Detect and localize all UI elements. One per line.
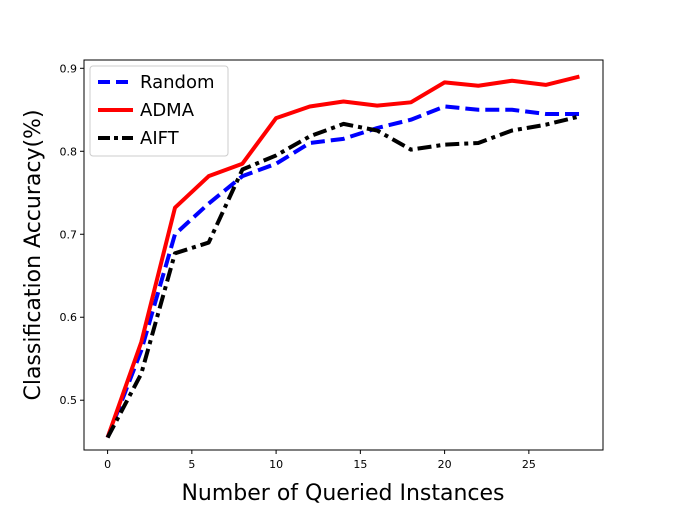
x-axis-ticks: 0 5 10 15 20 25	[104, 450, 536, 471]
y-tick-label: 0.5	[60, 394, 78, 407]
y-axis-ticks: 0.5 0.6 0.7 0.8 0.9	[60, 62, 84, 407]
plot-frame	[83, 59, 604, 451]
y-tick-label: 0.7	[60, 228, 78, 241]
y-tick-label: 0.6	[60, 311, 78, 324]
legend-label-aift: AIFT	[140, 128, 180, 149]
x-tick-label: 25	[522, 458, 536, 471]
legend-label-random: Random	[140, 72, 215, 93]
series-line-aift	[105, 114, 580, 439]
y-tick-label: 0.9	[60, 62, 78, 75]
series-line-random	[105, 104, 580, 439]
legend-frame	[89, 65, 229, 157]
x-axis-label: Number of Queried Instances	[181, 481, 504, 506]
x-tick-label: 5	[188, 458, 195, 471]
legend: Random ADMA AIFT	[89, 65, 229, 157]
x-tick-label: 20	[438, 458, 452, 471]
x-tick-label: 0	[104, 458, 111, 471]
y-axis-label: Classification Accuracy(%)	[21, 109, 46, 400]
x-tick-label: 10	[269, 458, 283, 471]
legend-label-adma: ADMA	[140, 100, 195, 121]
x-tick-label: 15	[353, 458, 367, 471]
series-line-adma	[105, 74, 580, 439]
y-tick-label: 0.8	[60, 145, 78, 158]
series-layer	[105, 74, 580, 439]
